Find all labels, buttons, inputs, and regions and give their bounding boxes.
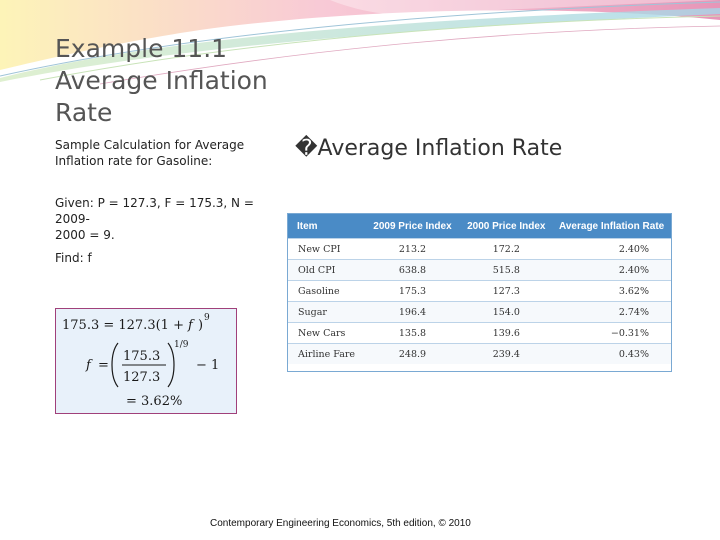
given-line: Given: P = 127.3, F = 175.3, N = 2009-: [55, 196, 254, 226]
cell-2009-index: 248.9: [364, 343, 461, 364]
cell-inflation-rate: 2.40%: [552, 259, 671, 281]
footer-citation: Contemporary Engineering Economics, 5th …: [210, 518, 471, 529]
table-row: Airline Fare 248.9 239.4 0.43%: [288, 343, 671, 364]
cell-2000-index: 515.8: [460, 259, 553, 281]
sample-calculation-line: Inflation rate for Gasoline:: [55, 154, 213, 168]
column-header-2000-price-index: 2000 Price Index: [460, 214, 553, 239]
table-row: Gasoline 175.3 127.3 3.62%: [288, 280, 671, 302]
column-header-2009-price-index: 2009 Price Index: [364, 214, 461, 239]
formula-line1-var: f: [187, 318, 195, 333]
table-row: Old CPI 638.8 515.8 2.40%: [288, 259, 671, 281]
cell-inflation-rate: 0.43%: [552, 343, 671, 364]
table-heading: �Average Inflation Rate: [295, 136, 563, 161]
slide-title: Example 11.1 Average Inflation Rate: [55, 33, 315, 129]
given-line: 2000 = 9.: [55, 228, 115, 242]
cell-2009-index: 135.8: [364, 322, 461, 344]
slide-title-line: Rate: [55, 98, 113, 127]
left-paren: [111, 342, 119, 388]
cell-item: New CPI: [288, 238, 365, 260]
cell-2000-index: 239.4: [460, 343, 553, 364]
right-paren: [167, 342, 175, 388]
slide-title-line: Average Inflation: [55, 66, 268, 95]
sample-calculation-label: Sample Calculation for Average Inflation…: [55, 137, 285, 169]
cell-2000-index: 127.3: [460, 280, 553, 302]
slide-title-line: Example 11.1: [55, 34, 228, 63]
cell-2000-index: 172.2: [460, 238, 553, 260]
table-row: Sugar 196.4 154.0 2.74%: [288, 301, 671, 323]
cell-2009-index: 213.2: [364, 238, 461, 260]
cell-2000-index: 139.6: [460, 322, 553, 344]
formula-fraction-denominator: 127.3: [123, 370, 160, 385]
table-row: New CPI 213.2 172.2 2.40%: [288, 238, 671, 260]
formula-fraction-numerator: 175.3: [123, 349, 160, 364]
formula-line1-rhs: ): [198, 318, 203, 333]
column-header-average-inflation-rate: Average Inflation Rate: [552, 214, 671, 239]
cell-item: Airline Fare: [288, 343, 365, 364]
cell-inflation-rate: −0.31%: [552, 322, 671, 344]
cell-2009-index: 175.3: [364, 280, 461, 302]
cell-2000-index: 154.0: [460, 301, 553, 323]
formula-line2-minus-one: − 1: [196, 358, 219, 373]
cell-inflation-rate: 3.62%: [552, 280, 671, 302]
table-header-row: Item 2009 Price Index 2000 Price Index A…: [288, 214, 671, 239]
inflation-table-container: Item 2009 Price Index 2000 Price Index A…: [287, 213, 672, 372]
formula-result: = 3.62%: [126, 394, 182, 409]
cell-item: Gasoline: [288, 280, 365, 302]
inflation-rate-table: Item 2009 Price Index 2000 Price Index A…: [288, 214, 671, 364]
header-swoosh-decoration: [0, 0, 720, 85]
cell-item: Old CPI: [288, 259, 365, 281]
cell-item: Sugar: [288, 301, 365, 323]
find-statement: Find: f: [55, 251, 92, 265]
formula-box: 175.3 = 127.3(1 + f ) 9 f = 175.3 127.3 …: [55, 308, 237, 414]
cell-inflation-rate: 2.74%: [552, 301, 671, 323]
given-statement: Given: P = 127.3, F = 175.3, N = 2009- 2…: [55, 195, 280, 243]
cell-item: New Cars: [288, 322, 365, 344]
table-row: New Cars 135.8 139.6 −0.31%: [288, 322, 671, 344]
formula-line1-lhs: 175.3 = 127.3(1 +: [62, 318, 184, 333]
formula-line2-lhs: f: [85, 358, 93, 373]
formula-line2-exponent: 1/9: [174, 340, 189, 350]
formula-line2-equals: =: [98, 358, 109, 373]
cell-2009-index: 196.4: [364, 301, 461, 323]
formula-graphic: 175.3 = 127.3(1 + f ) 9 f = 175.3 127.3 …: [62, 313, 219, 409]
column-header-item: Item: [288, 214, 365, 239]
formula-line1-exponent: 9: [204, 313, 210, 323]
cell-2009-index: 638.8: [364, 259, 461, 281]
cell-inflation-rate: 2.40%: [552, 238, 671, 260]
sample-calculation-line: Sample Calculation for Average: [55, 138, 245, 152]
